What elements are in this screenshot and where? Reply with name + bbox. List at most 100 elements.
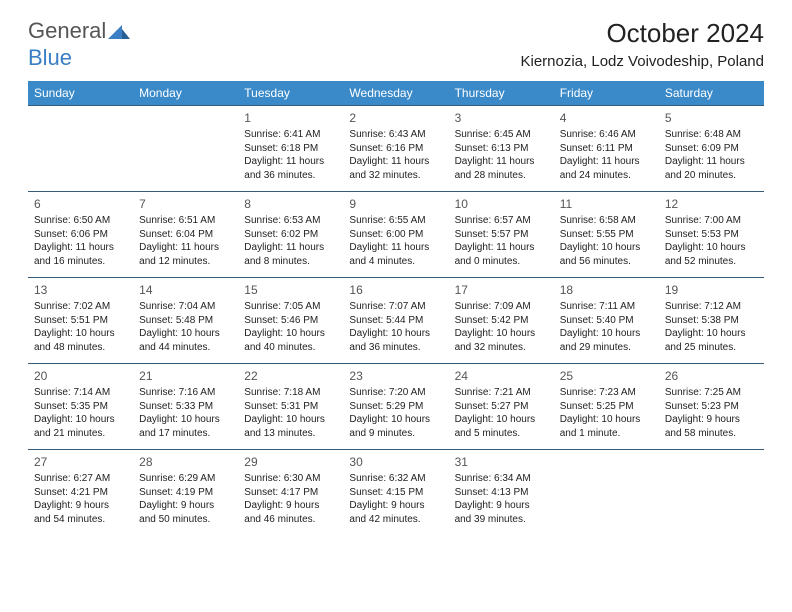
day-number: 23 (349, 368, 442, 384)
day-details: Sunrise: 6:43 AMSunset: 6:16 PMDaylight:… (349, 128, 442, 182)
calendar-row: 20 Sunrise: 7:14 AMSunset: 5:35 PMDayligh… (28, 364, 764, 450)
calendar-cell: 22 Sunrise: 7:18 AMSunset: 5:31 PMDayligh… (238, 364, 343, 450)
calendar-cell: 20 Sunrise: 7:14 AMSunset: 5:35 PMDayligh… (28, 364, 133, 450)
day-details: Sunrise: 7:00 AMSunset: 5:53 PMDaylight:… (665, 214, 758, 268)
calendar-cell: 23 Sunrise: 7:20 AMSunset: 5:29 PMDayligh… (343, 364, 448, 450)
calendar-cell: 19 Sunrise: 7:12 AMSunset: 5:38 PMDayligh… (659, 278, 764, 364)
calendar-row: 6 Sunrise: 6:50 AMSunset: 6:06 PMDaylight… (28, 192, 764, 278)
calendar-cell: 31 Sunrise: 6:34 AMSunset: 4:13 PMDayligh… (449, 450, 554, 536)
day-number: 31 (455, 454, 548, 470)
logo: GeneralBlue (28, 18, 130, 71)
calendar-table: SundayMondayTuesdayWednesdayThursdayFrid… (28, 81, 764, 536)
day-details: Sunrise: 6:50 AMSunset: 6:06 PMDaylight:… (34, 214, 127, 268)
day-details: Sunrise: 6:55 AMSunset: 6:00 PMDaylight:… (349, 214, 442, 268)
calendar-cell-empty (554, 450, 659, 536)
calendar-cell: 15 Sunrise: 7:05 AMSunset: 5:46 PMDayligh… (238, 278, 343, 364)
calendar-cell: 25Sunrise: 7:23 AMSunset: 5:25 PMDayligh… (554, 364, 659, 450)
day-details: Sunrise: 6:30 AMSunset: 4:17 PMDaylight:… (244, 472, 337, 526)
weekday-header: Saturday (659, 81, 764, 106)
calendar-cell: 27 Sunrise: 6:27 AMSunset: 4:21 PMDayligh… (28, 450, 133, 536)
header: GeneralBlue October 2024 Kiernozia, Lodz… (28, 18, 764, 71)
logo-triangle-icon (108, 19, 130, 45)
calendar-cell: 5Sunrise: 6:48 AMSunset: 6:09 PMDaylight… (659, 106, 764, 192)
weekday-header: Wednesday (343, 81, 448, 106)
day-details: Sunrise: 6:32 AMSunset: 4:15 PMDaylight:… (349, 472, 442, 526)
day-number: 14 (139, 282, 232, 298)
day-details: Sunrise: 6:34 AMSunset: 4:13 PMDaylight:… (455, 472, 548, 526)
day-details: Sunrise: 7:11 AMSunset: 5:40 PMDaylight:… (560, 300, 653, 354)
day-number: 9 (349, 196, 442, 212)
calendar-cell: 29Sunrise: 6:30 AMSunset: 4:17 PMDayligh… (238, 450, 343, 536)
calendar-row: 1 Sunrise: 6:41 AMSunset: 6:18 PMDaylight… (28, 106, 764, 192)
calendar-cell: 26 Sunrise: 7:25 AMSunset: 5:23 PMDayligh… (659, 364, 764, 450)
day-details: Sunrise: 6:27 AMSunset: 4:21 PMDaylight:… (34, 472, 127, 526)
logo-text-general: General (28, 18, 106, 43)
day-details: Sunrise: 6:41 AMSunset: 6:18 PMDaylight:… (244, 128, 337, 182)
calendar-cell-empty (659, 450, 764, 536)
weekday-header: Tuesday (238, 81, 343, 106)
calendar-cell: 14 Sunrise: 7:04 AMSunset: 5:48 PMDayligh… (133, 278, 238, 364)
day-number: 5 (665, 110, 758, 126)
day-details: Sunrise: 6:45 AMSunset: 6:13 PMDaylight:… (455, 128, 548, 182)
day-number: 7 (139, 196, 232, 212)
calendar-cell: 3Sunrise: 6:45 AMSunset: 6:13 PMDaylight… (449, 106, 554, 192)
calendar-cell: 7Sunrise: 6:51 AMSunset: 6:04 PMDaylight… (133, 192, 238, 278)
day-number: 26 (665, 368, 758, 384)
day-number: 25 (560, 368, 653, 384)
calendar-cell: 11 Sunrise: 6:58 AMSunset: 5:55 PMDayligh… (554, 192, 659, 278)
day-details: Sunrise: 6:29 AMSunset: 4:19 PMDaylight:… (139, 472, 232, 526)
day-details: Sunrise: 7:21 AMSunset: 5:27 PMDaylight:… (455, 386, 548, 440)
day-details: Sunrise: 7:16 AMSunset: 5:33 PMDaylight:… (139, 386, 232, 440)
day-number: 11 (560, 196, 653, 212)
calendar-body: 1 Sunrise: 6:41 AMSunset: 6:18 PMDaylight… (28, 106, 764, 536)
day-details: Sunrise: 6:57 AMSunset: 5:57 PMDaylight:… (455, 214, 548, 268)
calendar-cell: 9 Sunrise: 6:55 AMSunset: 6:00 PMDaylight… (343, 192, 448, 278)
calendar-row: 27 Sunrise: 6:27 AMSunset: 4:21 PMDayligh… (28, 450, 764, 536)
day-number: 12 (665, 196, 758, 212)
weekday-header: Friday (554, 81, 659, 106)
logo-text-blue: Blue (28, 45, 72, 70)
day-details: Sunrise: 7:14 AMSunset: 5:35 PMDaylight:… (34, 386, 127, 440)
day-number: 18 (560, 282, 653, 298)
day-number: 8 (244, 196, 337, 212)
day-number: 1 (244, 110, 337, 126)
day-details: Sunrise: 7:20 AMSunset: 5:29 PMDaylight:… (349, 386, 442, 440)
calendar-cell: 1 Sunrise: 6:41 AMSunset: 6:18 PMDaylight… (238, 106, 343, 192)
location: Kiernozia, Lodz Voivodeship, Poland (520, 53, 764, 70)
day-number: 10 (455, 196, 548, 212)
day-details: Sunrise: 6:58 AMSunset: 5:55 PMDaylight:… (560, 214, 653, 268)
day-number: 22 (244, 368, 337, 384)
day-number: 21 (139, 368, 232, 384)
calendar-cell: 8 Sunrise: 6:53 AMSunset: 6:02 PMDaylight… (238, 192, 343, 278)
calendar-cell: 2 Sunrise: 6:43 AMSunset: 6:16 PMDaylight… (343, 106, 448, 192)
calendar-cell-empty (133, 106, 238, 192)
day-details: Sunrise: 7:05 AMSunset: 5:46 PMDaylight:… (244, 300, 337, 354)
calendar-cell: 16Sunrise: 7:07 AMSunset: 5:44 PMDayligh… (343, 278, 448, 364)
day-details: Sunrise: 6:53 AMSunset: 6:02 PMDaylight:… (244, 214, 337, 268)
calendar-cell: 6 Sunrise: 6:50 AMSunset: 6:06 PMDaylight… (28, 192, 133, 278)
weekday-header-row: SundayMondayTuesdayWednesdayThursdayFrid… (28, 81, 764, 106)
weekday-header: Sunday (28, 81, 133, 106)
day-details: Sunrise: 7:25 AMSunset: 5:23 PMDaylight:… (665, 386, 758, 440)
title-block: October 2024 Kiernozia, Lodz Voivodeship… (520, 18, 764, 70)
day-details: Sunrise: 7:18 AMSunset: 5:31 PMDaylight:… (244, 386, 337, 440)
weekday-header: Thursday (449, 81, 554, 106)
calendar-cell: 13Sunrise: 7:02 AMSunset: 5:51 PMDayligh… (28, 278, 133, 364)
day-number: 6 (34, 196, 127, 212)
day-number: 27 (34, 454, 127, 470)
day-number: 4 (560, 110, 653, 126)
day-details: Sunrise: 7:04 AMSunset: 5:48 PMDaylight:… (139, 300, 232, 354)
calendar-cell-empty (28, 106, 133, 192)
day-details: Sunrise: 7:12 AMSunset: 5:38 PMDaylight:… (665, 300, 758, 354)
day-number: 20 (34, 368, 127, 384)
day-number: 30 (349, 454, 442, 470)
day-details: Sunrise: 7:07 AMSunset: 5:44 PMDaylight:… (349, 300, 442, 354)
day-number: 19 (665, 282, 758, 298)
day-number: 13 (34, 282, 127, 298)
day-number: 17 (455, 282, 548, 298)
day-number: 15 (244, 282, 337, 298)
day-number: 2 (349, 110, 442, 126)
month-title: October 2024 (520, 18, 764, 49)
day-details: Sunrise: 7:09 AMSunset: 5:42 PMDaylight:… (455, 300, 548, 354)
calendar-cell: 4Sunrise: 6:46 AMSunset: 6:11 PMDaylight… (554, 106, 659, 192)
